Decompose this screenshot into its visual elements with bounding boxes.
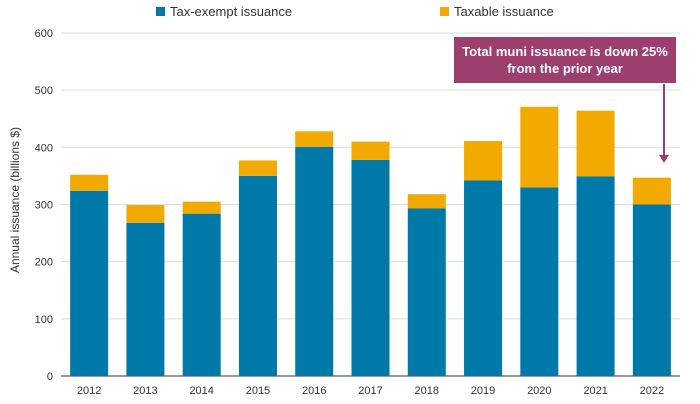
bar-segment (126, 222, 165, 376)
bar-segment (464, 141, 503, 181)
y-tick-label: 400 (35, 142, 53, 154)
y-tick-label: 200 (35, 257, 53, 269)
bar-segment (70, 190, 109, 376)
x-tick-label: 2016 (302, 385, 326, 397)
bar-segment (238, 175, 277, 376)
x-tick-label: 2013 (133, 385, 157, 397)
y-tick-label: 0 (47, 371, 53, 383)
legend-swatch (440, 7, 449, 16)
bar-segment (520, 106, 559, 188)
y-tick-label: 500 (35, 85, 53, 97)
legend-swatch (156, 7, 165, 16)
bar-segment (576, 176, 615, 376)
x-tick-label: 2017 (358, 385, 382, 397)
x-tick-label: 2019 (471, 385, 495, 397)
bar-segment (632, 204, 671, 376)
y-tick-label: 600 (35, 28, 53, 40)
y-tick-label: 300 (35, 200, 53, 212)
x-tick-label: 2015 (246, 385, 270, 397)
bar-segment (576, 110, 615, 177)
bar-segment (182, 213, 221, 376)
annotation-callout: Total muni issuance is down 25% from the… (454, 37, 676, 83)
bar-segment (351, 159, 390, 376)
bar-segment (632, 177, 671, 205)
bar-segment (407, 194, 446, 209)
annotation-arrow-head (659, 155, 669, 163)
bar-segment (126, 205, 165, 223)
x-tick-label: 2021 (583, 385, 607, 397)
y-tick-labels: 0 100 200 300 400 500 600 (35, 28, 53, 383)
annotation-arrow (659, 84, 669, 163)
x-tick-label: 2018 (415, 385, 439, 397)
bar-segment (464, 180, 503, 376)
legend-entry: Tax-exempt issuance (170, 4, 292, 19)
x-tick-label: 2020 (527, 385, 551, 397)
bar-segment (238, 160, 277, 176)
legend-entry: Taxable issuance (454, 4, 554, 19)
bar-segment (182, 201, 221, 214)
annotation-text: Total muni issuance is down 25% from the… (462, 44, 668, 76)
x-tick-label: 2022 (640, 385, 664, 397)
bar-segment (351, 141, 390, 160)
x-tick-labels: 2012 2013 2014 2015 2016 2017 2018 2019 2020 2021… (77, 385, 664, 397)
x-tick-label: 2012 (77, 385, 101, 397)
y-axis-label: Annual issuance (billions $) (8, 127, 22, 273)
bar-segment (407, 208, 446, 376)
legend: Tax-exempt issuance Taxable issuance (156, 4, 554, 19)
bar-segment (295, 146, 334, 376)
y-tick-label: 100 (35, 314, 53, 326)
bar-segment (520, 187, 559, 376)
bar-segment (295, 131, 334, 147)
x-tick-label: 2014 (189, 385, 213, 397)
bars (70, 106, 671, 376)
bar-segment (70, 174, 109, 191)
